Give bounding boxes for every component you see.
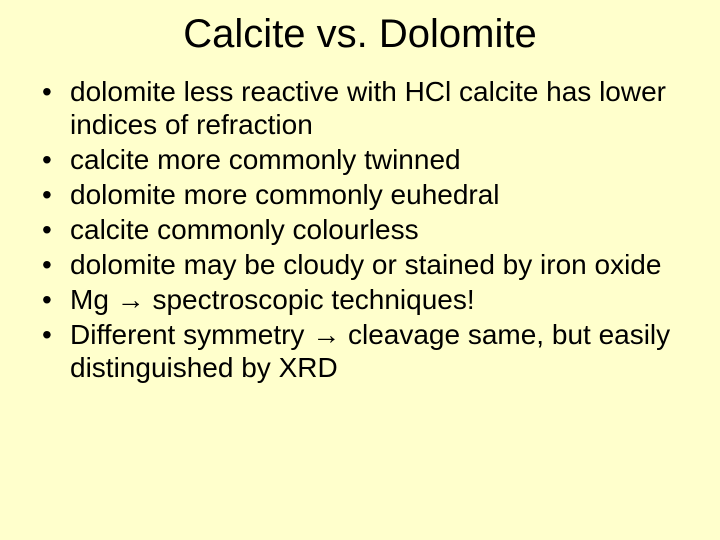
list-item: dolomite may be cloudy or stained by iro… <box>30 248 690 281</box>
list-item: Mg → spectroscopic techniques! <box>30 283 690 316</box>
bullet-list: dolomite less reactive with HCl calcite … <box>30 75 690 384</box>
slide: Calcite vs. Dolomite dolomite less react… <box>0 0 720 540</box>
list-item: dolomite less reactive with HCl calcite … <box>30 75 690 141</box>
list-item: calcite more commonly twinned <box>30 143 690 176</box>
list-item: Different symmetry → cleavage same, but … <box>30 318 690 384</box>
slide-title: Calcite vs. Dolomite <box>30 12 690 57</box>
list-item: calcite commonly colourless <box>30 213 690 246</box>
list-item: dolomite more commonly euhedral <box>30 178 690 211</box>
